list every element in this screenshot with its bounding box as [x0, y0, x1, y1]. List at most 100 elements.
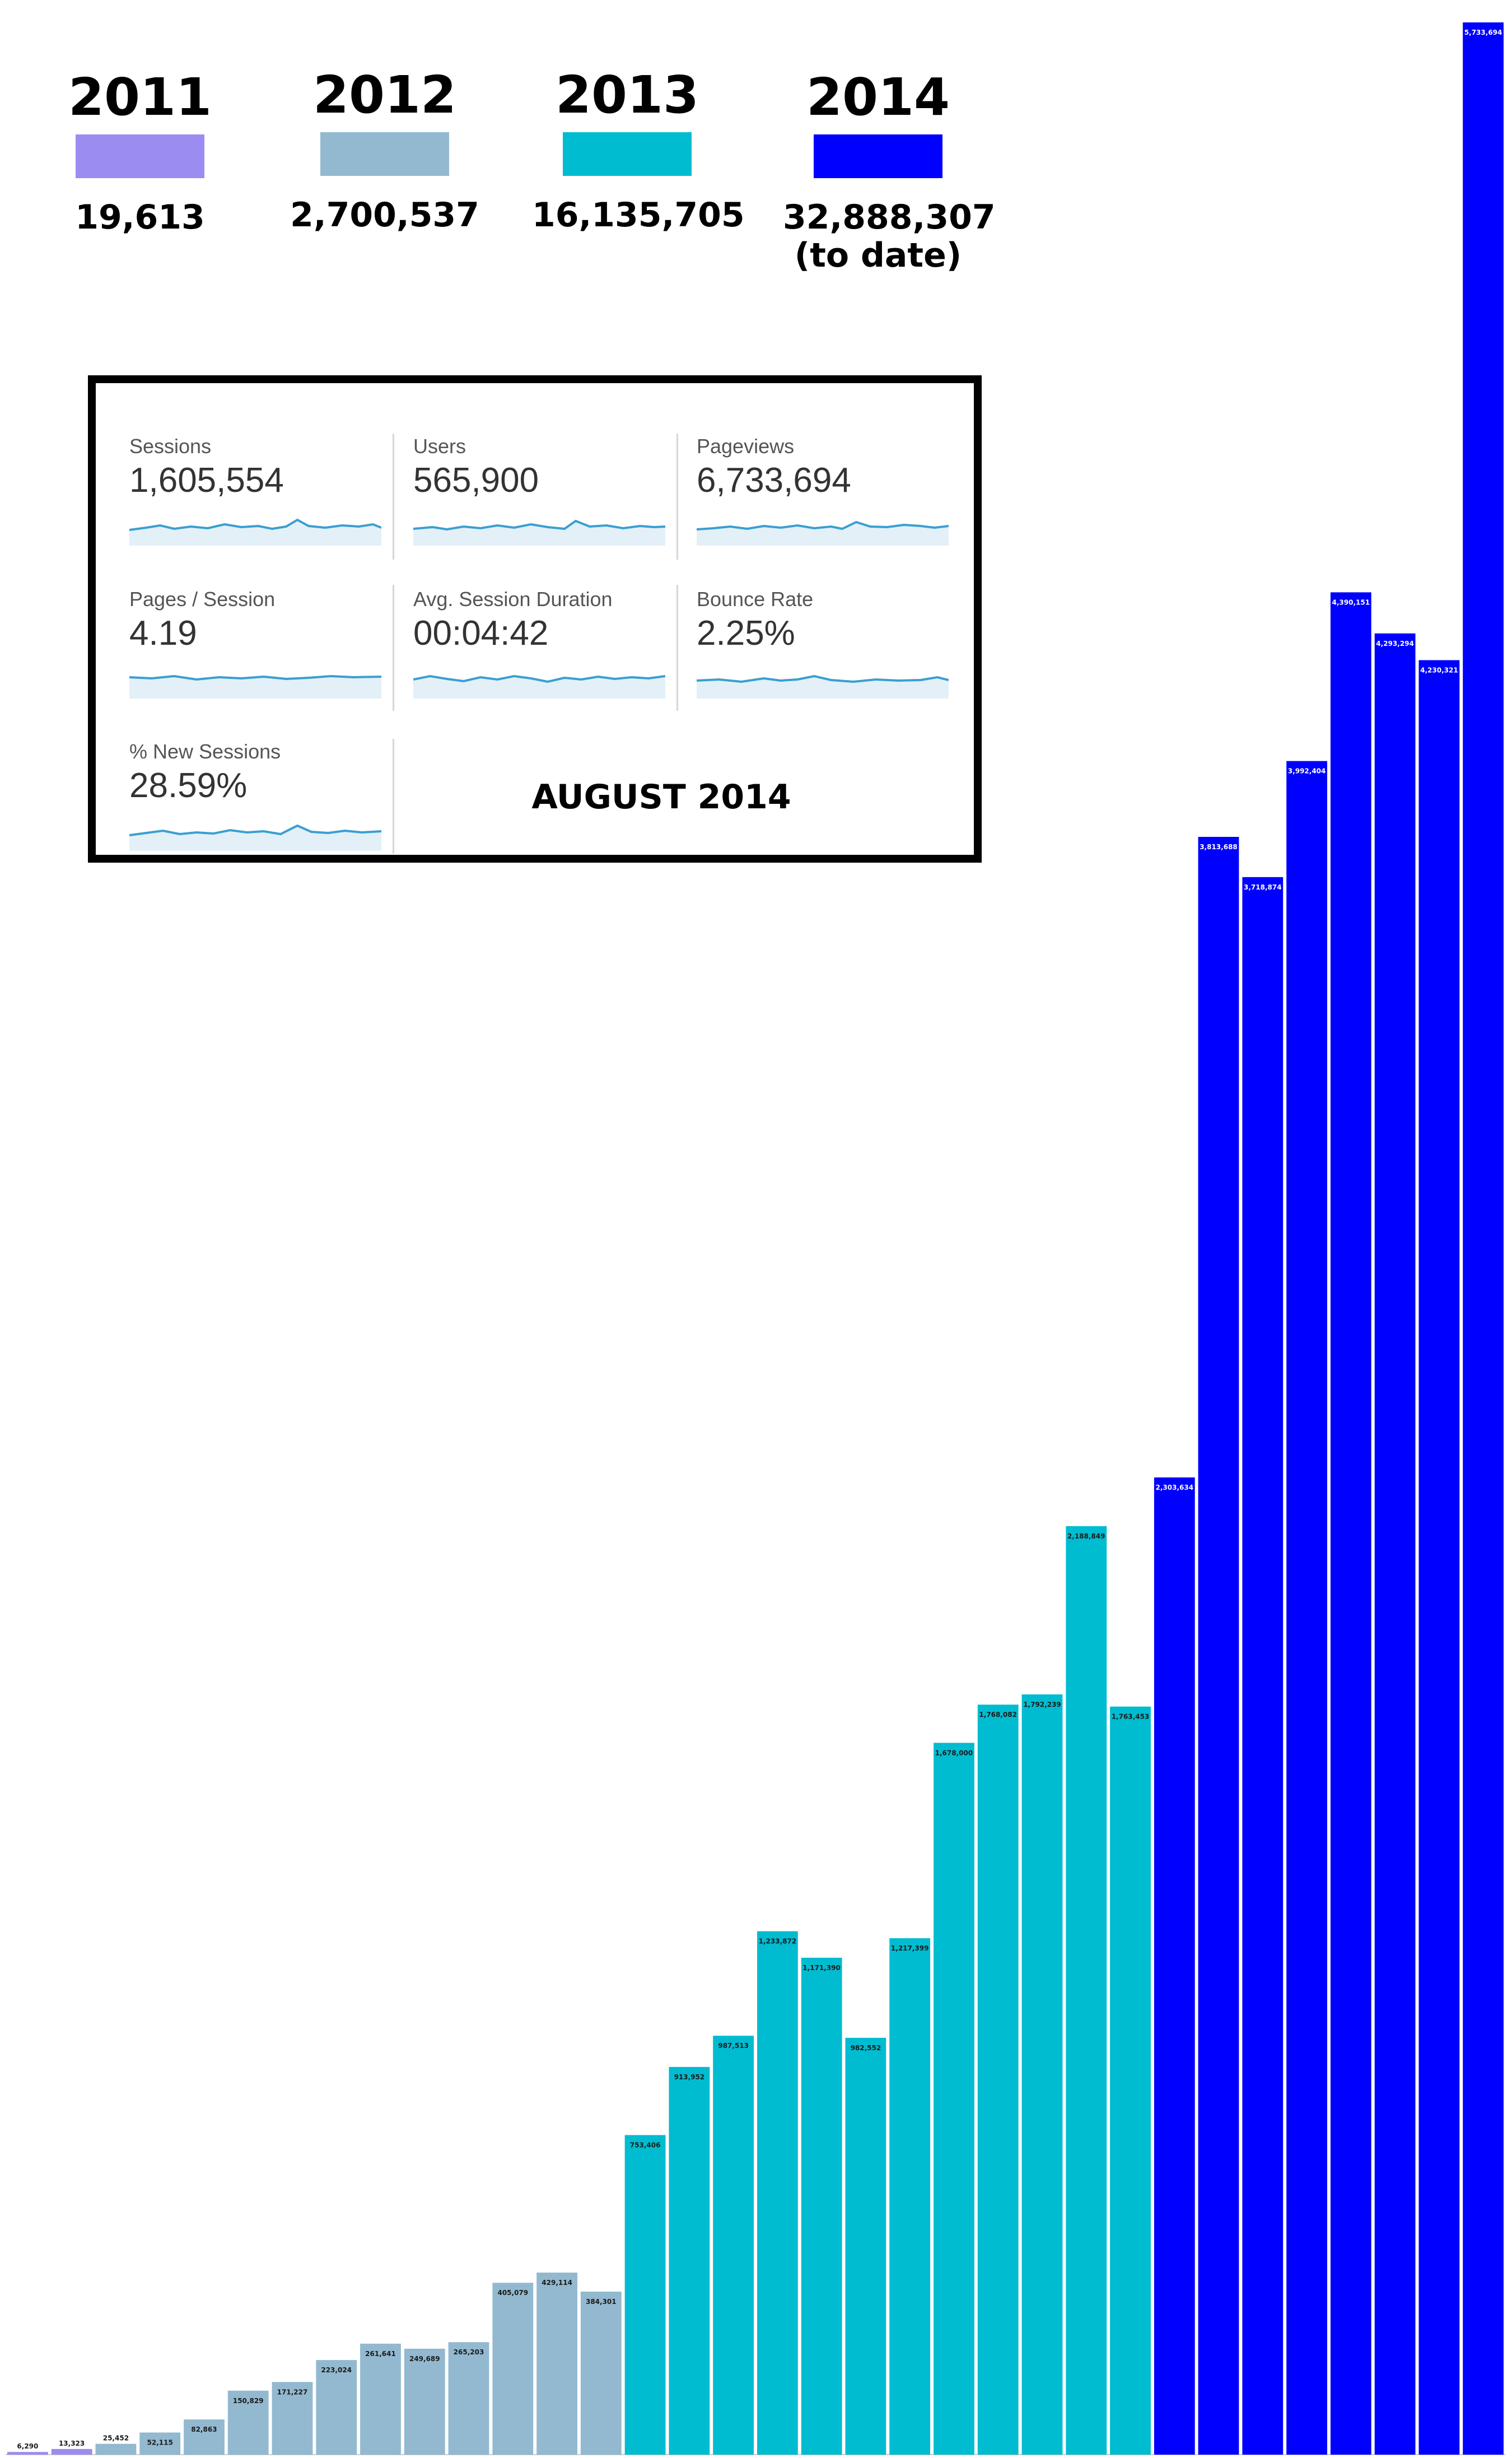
bar-2013 [1021, 1694, 1063, 2455]
sparkline [413, 519, 665, 546]
bar-2014 [1286, 761, 1327, 2455]
bar-2013 [977, 1705, 1019, 2455]
bar-value-label: 1,217,399 [891, 1944, 929, 1952]
bar-value-label: 3,992,404 [1288, 767, 1326, 775]
metric-label: Users [413, 435, 466, 458]
legend-note: (to date) [794, 236, 962, 275]
bar-2014 [1463, 22, 1504, 2455]
bar-2012 [316, 2360, 357, 2455]
divider [393, 739, 394, 854]
metric-label: Pageviews [697, 435, 795, 458]
metric-label: Sessions [129, 435, 212, 458]
bar-2012 [492, 2283, 534, 2455]
bar-value-label: 2,303,634 [1156, 1484, 1194, 1492]
metric-value: 4.19 [129, 614, 197, 653]
metric-label: Bounce Rate [697, 588, 814, 611]
legend-total: 19,613 [75, 198, 205, 237]
metric-value: 565,900 [413, 461, 539, 500]
sparkline [697, 520, 949, 546]
bar-2012 [536, 2273, 577, 2455]
bar-2013 [889, 1938, 931, 2455]
bar-value-label: 405,079 [497, 2289, 528, 2297]
legend-total: 16,135,705 [532, 195, 745, 235]
legend-swatch [76, 134, 204, 178]
legend-item-2014: 2014 32,888,307 (to date) [783, 67, 996, 275]
legend-swatch [563, 132, 692, 176]
bar-value-label: 2,188,849 [1067, 1532, 1105, 1540]
metric-label: Avg. Session Duration [413, 588, 613, 611]
bar-2013 [1066, 1526, 1107, 2455]
bar-2013 [1110, 1706, 1151, 2455]
bar-value-label: 987,513 [718, 2042, 749, 2050]
metric-label: % New Sessions [129, 740, 281, 763]
bar-value-label: 25,452 [103, 2434, 129, 2442]
bar-value-label: 3,718,874 [1244, 883, 1282, 891]
bar-value-label: 982,552 [851, 2044, 881, 2052]
legend-year: 2012 [312, 65, 457, 125]
bar-2013 [934, 1743, 974, 2455]
bar-2014 [1374, 633, 1416, 2455]
legend-swatch [814, 134, 942, 178]
period-label: AUGUST 2014 [531, 778, 791, 817]
bar-value-label: 150,829 [233, 2397, 264, 2405]
metric-pageviews: Pageviews 6,733,694 [697, 435, 960, 546]
bar-2012 [272, 2382, 313, 2455]
legend-item-2011: 2011 19,613 [45, 72, 235, 237]
bar-value-label: 13,323 [59, 2440, 85, 2447]
sparkline [129, 518, 381, 546]
analytics-stats-box: Sessions 1,605,554 Users 565,900 Pagevie… [88, 375, 982, 863]
bar-2014 [1330, 592, 1371, 2455]
sparkline [129, 824, 381, 851]
legend-item-2013: 2013 16,135,705 [532, 65, 745, 235]
bar-value-label: 4,390,151 [1332, 598, 1370, 606]
bar-2012 [360, 2343, 401, 2455]
bar-value-label: 913,952 [674, 2073, 705, 2081]
bar-value-label: 1,678,000 [935, 1749, 973, 1757]
legend-swatch [320, 132, 449, 176]
bar-value-label: 265,203 [454, 2348, 484, 2356]
bar-value-label: 384,301 [586, 2298, 617, 2306]
bar-value-label: 429,114 [542, 2279, 572, 2287]
bar-2013 [757, 1931, 798, 2455]
bar-value-label: 1,763,453 [1112, 1713, 1150, 1721]
bar-value-label: 261,641 [365, 2350, 396, 2358]
metric-users: Users 565,900 [413, 435, 676, 546]
legend-year: 2013 [555, 65, 699, 125]
bar-value-label: 753,406 [630, 2142, 661, 2149]
metric-value: 6,733,694 [697, 461, 851, 500]
bar-2013 [845, 2037, 886, 2455]
divider [676, 434, 678, 560]
sparkline [129, 674, 381, 699]
bar-value-label: 6,290 [17, 2442, 38, 2450]
legend-total: 32,888,307 [783, 198, 996, 237]
bar-value-label: 1,768,082 [979, 1711, 1017, 1719]
bar-value-label: 82,863 [191, 2426, 217, 2433]
bar-value-label: 1,792,239 [1023, 1701, 1061, 1709]
bar-value-label: 223,024 [321, 2366, 352, 2374]
legend-item-2012: 2012 2,700,537 [290, 69, 480, 235]
divider [676, 585, 678, 711]
bar-2012 [227, 2390, 269, 2455]
divider [393, 585, 394, 711]
bar-2013 [624, 2135, 666, 2455]
legend-year: 2014 [806, 67, 950, 127]
bar-2014 [1418, 660, 1460, 2455]
bar-2012 [404, 2348, 445, 2455]
bar-2012 [139, 2432, 181, 2455]
sparkline [413, 674, 665, 699]
bar-2014 [1154, 1477, 1195, 2455]
bar-value-label: 4,230,321 [1420, 667, 1458, 674]
bar-value-label: 171,227 [277, 2388, 308, 2396]
metric-value: 2.25% [697, 614, 795, 653]
bar-2013 [801, 1957, 842, 2455]
bar-value-label: 249,689 [409, 2355, 440, 2363]
metric-bounce-rate: Bounce Rate 2.25% [697, 588, 960, 699]
metric-label: Pages / Session [129, 588, 276, 611]
metric-value: 1,605,554 [129, 461, 284, 500]
bar-2012 [448, 2342, 489, 2455]
metric-new-sessions: % New Sessions 28.59% [129, 740, 393, 851]
divider [393, 434, 394, 560]
metric-value: 28.59% [129, 766, 248, 805]
bar-value-label: 5,733,694 [1464, 29, 1502, 36]
